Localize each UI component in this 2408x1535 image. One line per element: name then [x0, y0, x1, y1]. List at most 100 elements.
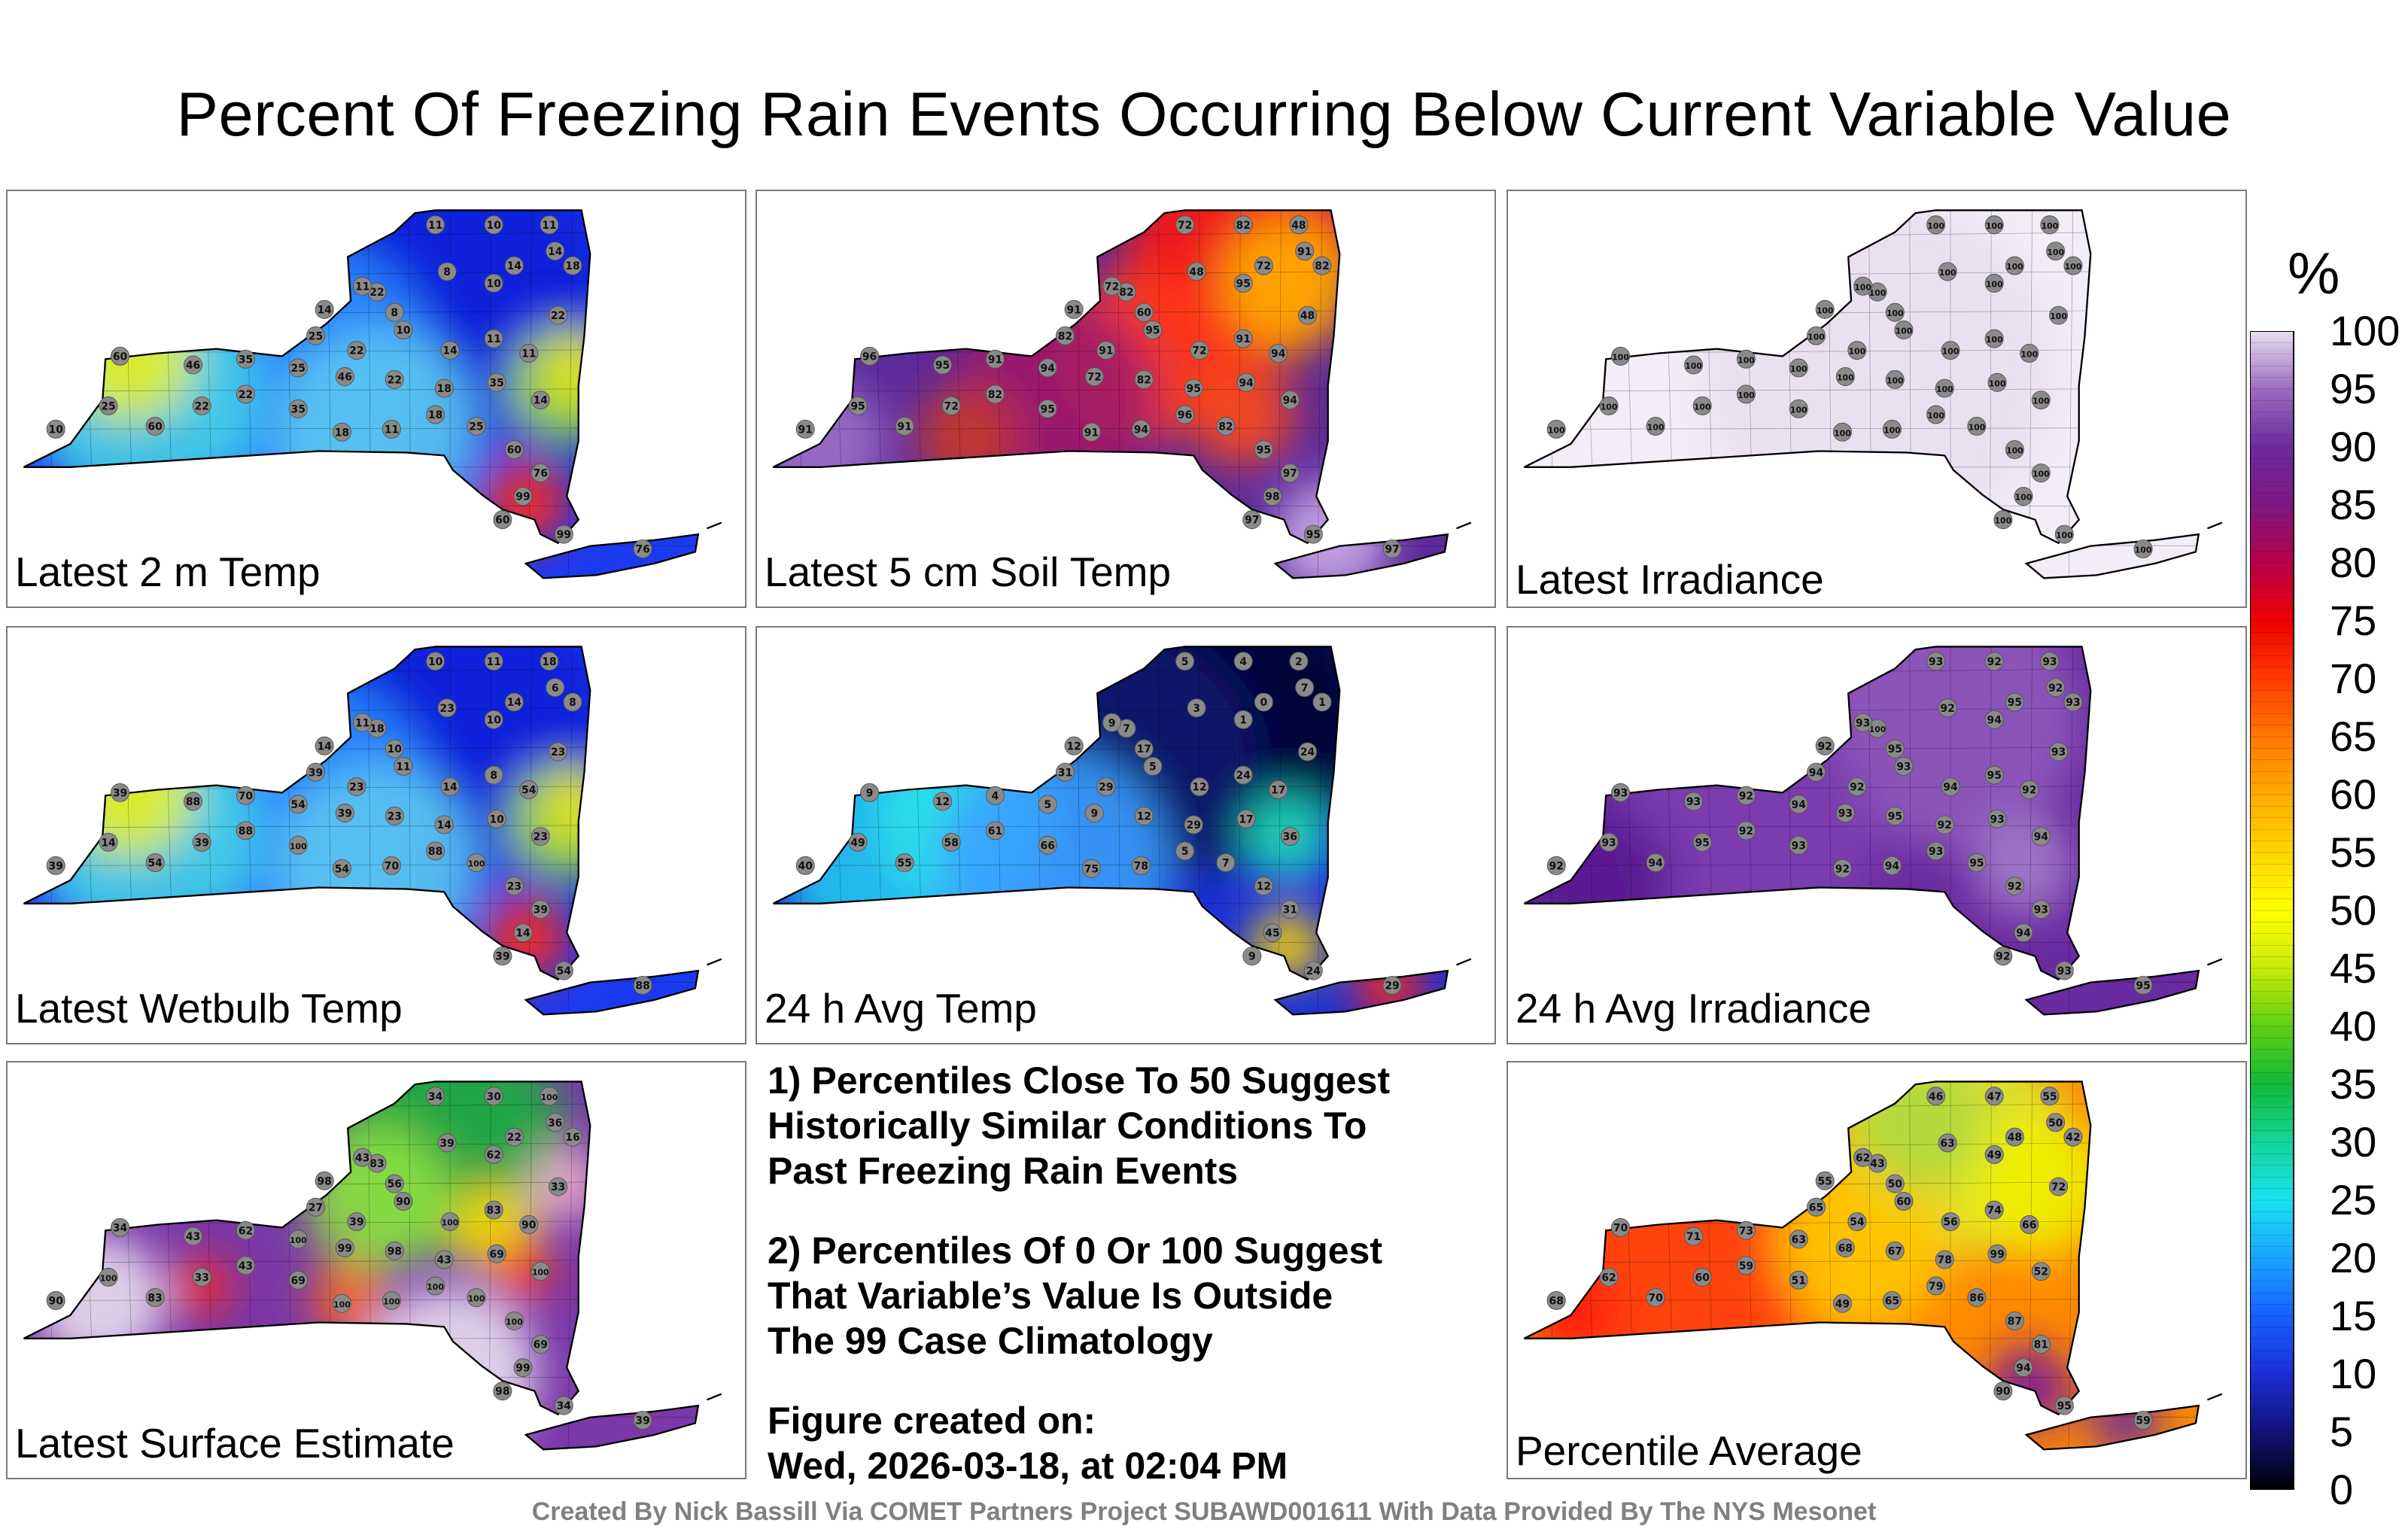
station-marker: 67 [1885, 1241, 1905, 1260]
station-marker: 82 [985, 385, 1005, 404]
station-marker: 72 [1254, 256, 1273, 275]
station-value: 95 [1236, 278, 1250, 290]
station-marker: 99 [513, 487, 533, 506]
station-value: 35 [291, 403, 306, 415]
station-marker: 34 [554, 1396, 573, 1415]
station-value: 90 [521, 1220, 537, 1232]
station-value: 93 [2034, 904, 2048, 916]
station-value: 22 [551, 310, 565, 322]
station-value: 48 [1189, 266, 1203, 278]
long-island-outline [1273, 969, 1449, 1016]
station-value: 100 [383, 1296, 400, 1306]
station-marker: 92 [1832, 859, 1852, 878]
station-value: 93 [1929, 656, 1943, 668]
station-value: 100 [541, 1093, 558, 1102]
station-value: 9 [1248, 951, 1256, 963]
station-value: 100 [290, 1236, 307, 1245]
station-marker: 66 [2020, 1215, 2039, 1235]
station-marker: 93 [1599, 832, 1619, 852]
station-value: 45 [1265, 928, 1279, 940]
station-value: 5 [1181, 656, 1189, 668]
station-value: 14 [101, 837, 116, 849]
station-value: 49 [1987, 1149, 2001, 1161]
station-value: 33 [551, 1181, 565, 1193]
state-outline [23, 1081, 591, 1416]
station-value: 100 [2006, 446, 2023, 456]
station-value: 18 [565, 260, 579, 272]
station-value: 93 [1686, 796, 1701, 808]
station-marker: 11 [353, 713, 372, 732]
station-marker: 14 [440, 341, 460, 360]
station-value: 92 [1817, 740, 1832, 752]
station-marker: 9 [1242, 947, 1262, 966]
colorbar-tick-label: 40 [2330, 1002, 2377, 1050]
station-marker: 65 [1882, 1290, 1902, 1310]
station-value: 39 [194, 837, 208, 849]
station-value: 100 [2033, 470, 2050, 479]
station-value: 62 [1856, 1152, 1870, 1164]
station-marker: 35 [288, 399, 308, 418]
station-marker: 94 [1807, 762, 1826, 782]
station-value: 72 [1087, 372, 1102, 384]
panel-title: Latest 2 m Temp [15, 549, 321, 595]
station-marker: 95 [1885, 806, 1905, 825]
station-marker: 79 [1926, 1276, 1946, 1296]
station-value: 51 [1792, 1275, 1806, 1287]
map-panel-latest-5cm-soil-temp: 72 82 48 91 82 72 95 48 82 91 72 60 48 82 91 95 72 91 94 96… [756, 190, 1496, 608]
field-blob [1556, 1140, 1820, 1403]
station-marker: 8 [484, 765, 503, 785]
state-outline [23, 209, 591, 545]
station-marker: 95 [1967, 853, 1987, 873]
station-value: 39 [495, 951, 509, 963]
station-marker: 100 [1984, 273, 2004, 293]
station-marker: 24 [1298, 742, 1318, 761]
station-marker: 94 [1038, 358, 1057, 378]
map-svg: 100 100 100 100 100 100 100 100 100 100 100 100 100 1… [1523, 209, 2223, 579]
long-island-outline [2024, 1404, 2200, 1451]
station-marker: 22 [385, 369, 404, 389]
station-value: 93 [1896, 761, 1911, 774]
station-value: 93 [1856, 717, 1870, 729]
station-marker: 81 [2031, 1335, 2051, 1354]
station-marker: 100 [2031, 391, 2051, 410]
station-value: 92 [1549, 860, 1563, 872]
station-marker: 63 [1789, 1230, 1808, 1249]
colorbar-tick-label: 20 [2330, 1234, 2377, 1281]
station-value: 58 [944, 837, 958, 849]
colorbar-tick-label: 85 [2330, 481, 2377, 528]
station-value: 23 [534, 831, 548, 843]
station-value: 34 [113, 1222, 128, 1234]
station-marker: 5 [1175, 652, 1195, 671]
station-marker: 8 [437, 262, 457, 281]
station-marker: 50 [1885, 1174, 1905, 1193]
station-marker: 72 [1175, 215, 1195, 235]
station-marker: 58 [941, 832, 961, 852]
station-marker: 14 [513, 923, 533, 943]
station-value: 100 [1939, 268, 1956, 278]
note-line: That Variable’s Value Is Outside [768, 1275, 1333, 1317]
station-marker: 25 [288, 358, 308, 378]
station-value: 100 [506, 1318, 523, 1327]
station-value: 18 [428, 409, 442, 421]
colorbar-tick-label: 75 [2330, 597, 2377, 644]
station-marker: 100 [1993, 510, 2013, 530]
station-value: 100 [1986, 279, 2003, 289]
station-marker: 100 [288, 835, 308, 855]
station-marker: 82 [1312, 256, 1332, 275]
station-value: 91 [1066, 304, 1081, 316]
station-marker: 25 [306, 326, 326, 345]
station-marker: 100 [1646, 417, 1665, 436]
station-marker: 14 [531, 391, 550, 410]
station-value: 40 [798, 860, 813, 872]
station-marker: 6 [546, 678, 565, 698]
station-value: 33 [194, 1272, 208, 1284]
station-value: 100 [1896, 327, 1913, 336]
station-marker: 72 [1084, 367, 1104, 387]
station-value: 100 [1849, 347, 1866, 357]
station-value: 94 [1134, 424, 1149, 436]
station-value: 100 [2047, 248, 2064, 257]
station-marker: 23 [504, 877, 524, 896]
station-marker: 39 [347, 1212, 366, 1232]
colorbar [2250, 331, 2408, 1490]
